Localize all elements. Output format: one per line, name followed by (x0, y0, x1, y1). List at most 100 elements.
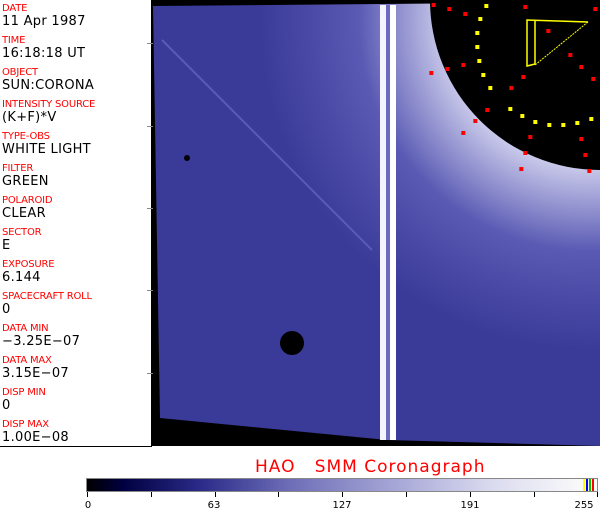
field-exposure: EXPOSURE 6.144 (2, 259, 55, 285)
fiducial-mark (447, 7, 452, 11)
field-value: GREEN (2, 174, 49, 189)
field-value: (K+F)*V (2, 110, 57, 125)
fiducial-mark (461, 63, 466, 67)
fiducial-mark (546, 29, 551, 33)
colorbar-swatch (586, 479, 588, 491)
fiducial-mark (429, 71, 434, 75)
field-value: 3.15E−07 (2, 366, 69, 381)
field-label: SECTOR (2, 227, 42, 238)
field-label: TYPE-OBS (2, 131, 50, 142)
fiducial-mark (579, 137, 584, 141)
fiducial-mark (461, 131, 466, 135)
field-value: 1.00E−08 (2, 430, 69, 445)
fiducial-mark (519, 167, 524, 171)
colorbar-tick-label: 0 (84, 500, 92, 511)
fiducial-mark (478, 17, 483, 21)
field-disp-min: DISP MIN 0 (2, 387, 46, 413)
field-object: OBJECT SUN:CORONA (2, 67, 94, 93)
field-label: OBJECT (2, 67, 38, 78)
fiducial-mark (475, 31, 480, 35)
field-disp-max: DISP MAX 1.00E−08 (2, 419, 69, 445)
field-value: 0 (2, 398, 11, 413)
field-label: EXPOSURE (2, 259, 55, 270)
fiducial-mark (523, 151, 528, 155)
colorbar-tick (214, 492, 216, 497)
occulter (430, 0, 600, 170)
fiducial-mark (484, 4, 489, 8)
field-label: DATE (2, 3, 28, 14)
dark-spot (280, 331, 304, 355)
colorbar-swatch (592, 479, 594, 491)
colorbar-tick-label: 191 (460, 500, 480, 511)
field-time: TIME 16:18:18 UT (2, 35, 85, 61)
field-label: DATA MIN (2, 323, 49, 334)
fiducial-mark (533, 120, 538, 124)
fiducial-marks (429, 3, 598, 173)
field-label: POLAROID (2, 195, 53, 206)
pylon-outline (526, 19, 589, 67)
fiducial-mark (593, 7, 598, 11)
fiducial-mark (508, 107, 513, 111)
colorbar-tick (533, 492, 535, 497)
field-sector: SECTOR E (2, 227, 42, 253)
field-intensity-source: INTENSITY SOURCE (K+F)*V (2, 99, 95, 125)
fiducial-mark (481, 73, 486, 77)
fiducial-mark (520, 114, 525, 118)
fiducial-mark (463, 12, 468, 16)
field-label: FILTER (2, 163, 34, 174)
fiducial-mark (445, 67, 450, 71)
colorbar-tick-label: 127 (332, 500, 352, 511)
coronagraph-image (152, 0, 600, 446)
field-value: SUN:CORONA (2, 78, 95, 93)
header-info-panel: DATE 11 Apr 1987 TIME 16:18:18 UT OBJECT SUN:… (0, 0, 152, 447)
fiducial-mark (509, 86, 514, 90)
colorbar-tick (278, 492, 280, 497)
fiducial-mark (475, 45, 480, 49)
field-value: 16:18:18 UT (2, 46, 86, 61)
fiducial-mark (583, 153, 588, 157)
fiducial-mark (568, 53, 573, 57)
colorbar-tick (87, 492, 88, 497)
fiducial-mark (485, 108, 490, 112)
field-label: SPACECRAFT ROLL (2, 291, 92, 302)
field-value: CLEAR (2, 206, 46, 221)
fiducial-mark (579, 65, 584, 69)
field-value: 11 Apr 1987 (2, 14, 86, 29)
field-filter: FILTER GREEN (2, 163, 49, 189)
field-label: TIME (2, 35, 26, 46)
field-polaroid: POLAROID CLEAR (2, 195, 53, 221)
field-date: DATE 11 Apr 1987 (2, 3, 86, 29)
colorbar-swatch (589, 479, 591, 491)
field-data-min: DATA MIN −3.25E−07 (2, 323, 80, 349)
pylon-stripe-2 (390, 5, 396, 440)
field-value: WHITE LIGHT (2, 142, 91, 157)
fiducial-mark (488, 86, 493, 90)
field-label: INTENSITY SOURCE (2, 99, 96, 110)
field-label: DISP MAX (2, 419, 49, 430)
field-value: E (2, 238, 11, 253)
colorbar-tick-label: 255 (574, 500, 594, 511)
fiducial-mark (591, 77, 596, 81)
fiducial-mark (575, 121, 580, 125)
field-value: −3.25E−07 (2, 334, 81, 349)
colorbar-tick (150, 492, 152, 497)
instrument-title: HAO SMM Coronagraph (255, 457, 486, 477)
field-label: DISP MIN (2, 387, 46, 398)
colorbar-tick-label: 63 (207, 500, 221, 511)
field-data-max: DATA MAX 3.15E−07 (2, 355, 69, 381)
field-value: 0 (2, 302, 11, 317)
field-spacecraft-roll: SPACECRAFT ROLL 0 (2, 291, 92, 317)
colorbar-tick (406, 492, 407, 497)
streak (161, 39, 373, 251)
field-value: 6.144 (2, 270, 41, 285)
colorbar-tick (342, 492, 344, 497)
colorbar-tick (469, 492, 471, 497)
fiducial-mark (587, 169, 592, 173)
fiducial-mark (528, 135, 533, 139)
fiducial-mark (521, 75, 526, 79)
field-type-obs: TYPE-OBS WHITE LIGHT (2, 131, 91, 157)
fiducial-mark (589, 117, 594, 121)
fiducial-mark (561, 123, 566, 127)
field-label: DATA MAX (2, 355, 52, 366)
fiducial-mark (547, 123, 552, 127)
